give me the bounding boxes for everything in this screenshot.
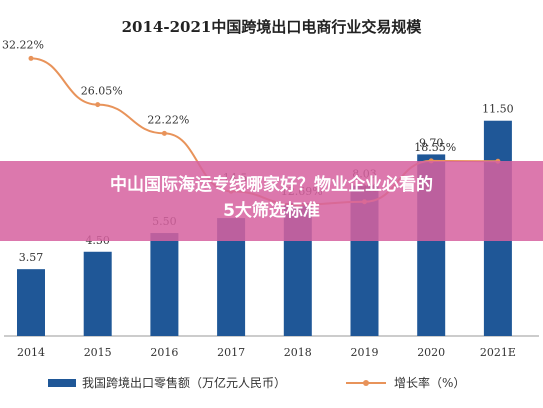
growth-label-2016: 22.22% <box>147 113 189 126</box>
growth-label-2014: 32.22% <box>2 38 44 51</box>
overlay-line-1: 中山国际海运专线哪家好？物业企业必看的 <box>110 175 433 195</box>
bar-label-2020: 9.70 <box>419 136 444 149</box>
bar-label-2021E: 11.50 <box>482 103 514 116</box>
x-tick-2019: 2019 <box>351 346 379 359</box>
legend-bar-label: 我国跨境出口零售额（万亿元人民币） <box>82 376 287 390</box>
x-tick-2020: 2020 <box>417 346 445 359</box>
growth-point-2014 <box>28 55 34 61</box>
x-tick-2015: 2015 <box>84 346 112 359</box>
x-tick-2018: 2018 <box>284 346 312 359</box>
growth-point-2016 <box>161 130 167 136</box>
bar-2015 <box>83 251 112 336</box>
growth-label-2015: 26.05% <box>81 85 123 98</box>
bar-2016 <box>150 233 179 336</box>
legend-line-label: 增长率（%） <box>394 376 466 390</box>
growth-label-2020: 18.55% <box>414 141 456 154</box>
x-tick-2016: 2016 <box>150 346 178 359</box>
bar-label-2014: 3.57 <box>19 251 44 264</box>
growth-point-2015 <box>95 102 101 108</box>
x-tick-2021E: 2021E <box>480 346 516 359</box>
chart-title: 2014-2021中国跨境出口电商行业交易规模 <box>121 18 422 36</box>
legend-bar-swatch <box>48 379 76 387</box>
overlay-text: 中山国际海运专线哪家好？物业企业必看的 5大筛选标准 <box>20 172 523 224</box>
x-tick-2014: 2014 <box>17 346 45 359</box>
x-tick-2017: 2017 <box>217 346 245 359</box>
overlay-line-2: 5大筛选标准 <box>223 201 320 221</box>
legend-line-dot <box>363 380 369 386</box>
bar-2014 <box>17 269 45 336</box>
legend: 我国跨境出口零售额（万亿元人民币） 增长率（%） <box>0 370 543 394</box>
overlay-banner <box>0 161 543 241</box>
